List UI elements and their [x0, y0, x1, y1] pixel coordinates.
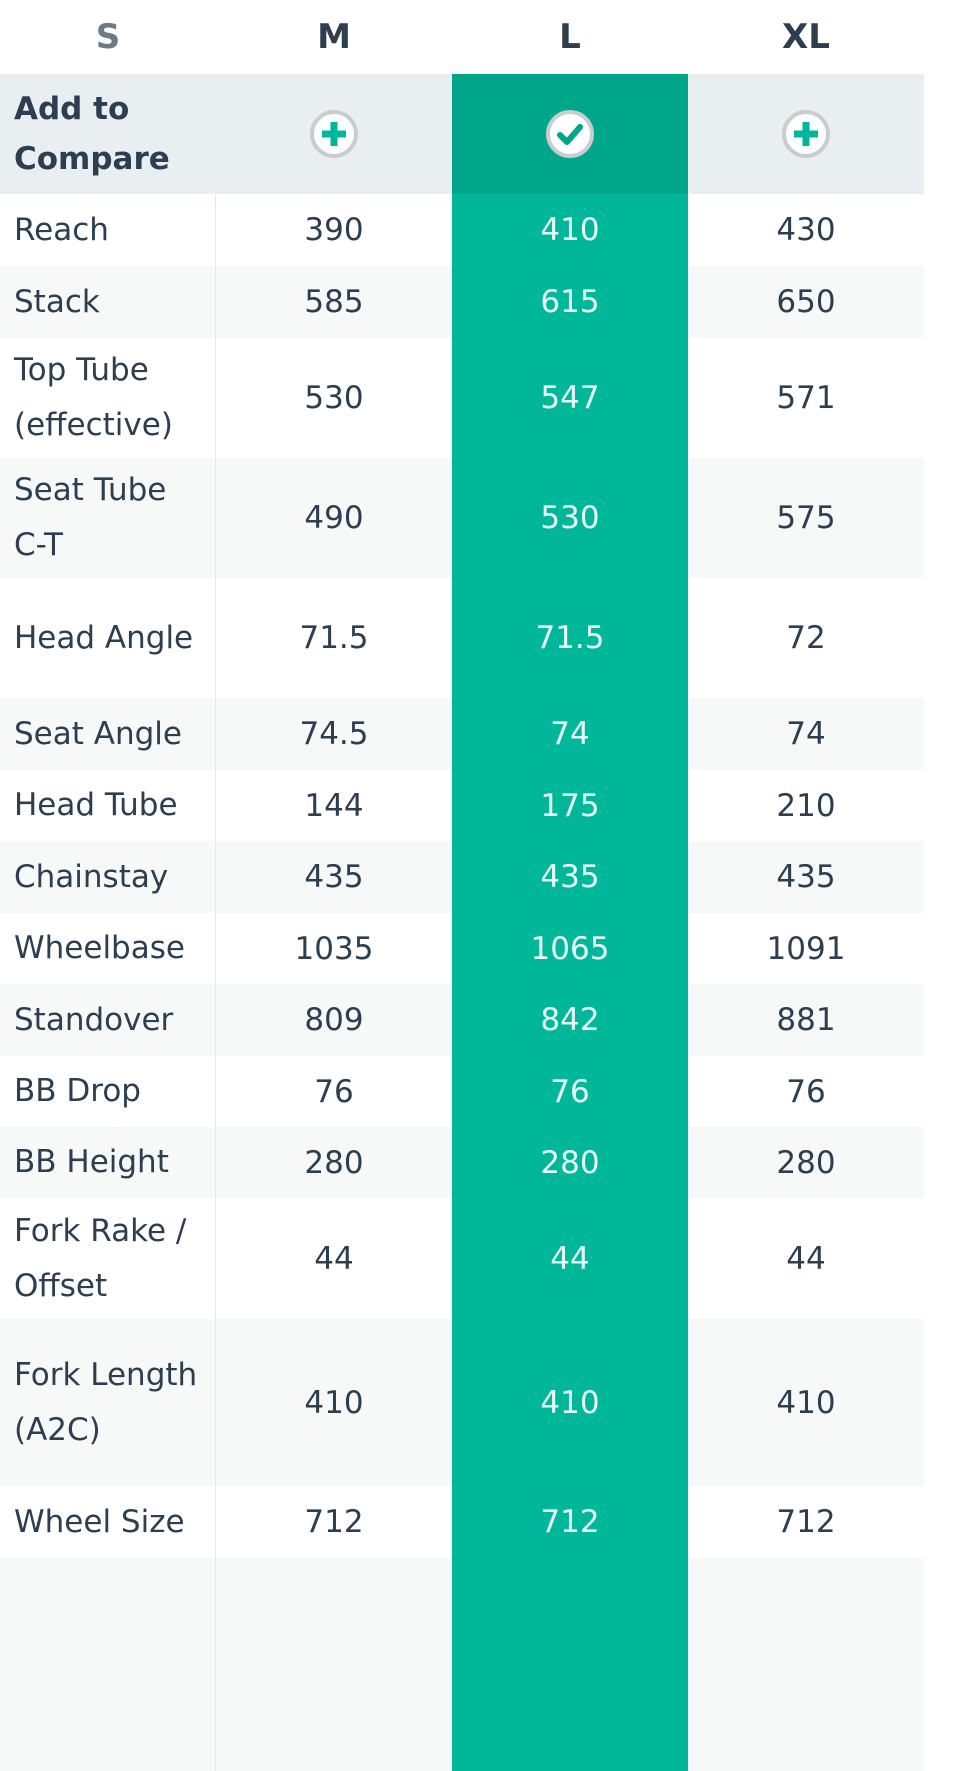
- spec-row: Head Tube 144 175 210: [0, 770, 924, 841]
- spec-label: Fork Rake / Offset: [0, 1198, 216, 1319]
- size-label[interactable]: XL: [782, 17, 830, 57]
- spec-value: 1065: [452, 913, 688, 984]
- filler-row: [0, 1558, 924, 1771]
- spec-label: Seat Angle: [0, 698, 216, 770]
- spec-value: 1035: [294, 930, 374, 967]
- spec-row: Stack 585 615 650: [0, 266, 924, 338]
- spec-value: 410: [452, 194, 688, 266]
- spec-label: Head Tube: [0, 770, 216, 841]
- spec-value: 430: [776, 212, 836, 248]
- spec-label: BB Drop: [0, 1056, 216, 1127]
- spec-row: Head Angle 71.5 71.5 72: [0, 578, 924, 698]
- compare-label: Add to Compare: [14, 91, 170, 177]
- spec-row: Fork Length (A2C) 410 410 410: [0, 1319, 924, 1486]
- spec-value: 435: [776, 859, 836, 895]
- spec-value: 44: [452, 1198, 688, 1319]
- spec-value: 410: [776, 1384, 836, 1421]
- spec-label: Top Tube (effective): [0, 338, 216, 458]
- compare-cell: [452, 74, 688, 194]
- spec-value: 74.5: [299, 716, 369, 752]
- spec-label: Standover: [0, 984, 216, 1056]
- spec-row: Seat Tube C-T 490 530 575: [0, 458, 924, 578]
- spec-label: Head Angle: [0, 578, 216, 698]
- spec-value: 210: [776, 787, 836, 824]
- spec-value: 530: [304, 380, 364, 416]
- size-label[interactable]: S: [95, 16, 121, 57]
- compare-add[interactable]: [781, 109, 831, 159]
- spec-value: 435: [304, 859, 364, 895]
- spec-value: 76: [314, 1073, 354, 1110]
- spec-value: 74: [452, 698, 688, 770]
- spec-value: 144: [304, 787, 364, 824]
- spec-value: 435: [452, 841, 688, 913]
- spec-label: Wheel Size: [0, 1486, 216, 1558]
- spec-row: Seat Angle 74.5 74 74: [0, 698, 924, 770]
- spec-value: 76: [452, 1056, 688, 1127]
- spec-value: 72: [786, 620, 826, 656]
- spec-value: 490: [304, 500, 364, 536]
- spec-row: Wheelbase 1035 1065 1091: [0, 913, 924, 984]
- spec-row: Fork Rake / Offset 44 44 44: [0, 1198, 924, 1319]
- spec-label: Reach: [0, 194, 216, 266]
- filler-cell: [0, 1558, 216, 1771]
- size-label[interactable]: M: [317, 17, 351, 57]
- spec-value: 280: [304, 1144, 364, 1181]
- filler-cell: [216, 1558, 452, 1771]
- spec-value: 712: [776, 1504, 836, 1540]
- spec-value: 410: [304, 1384, 364, 1421]
- spec-value: 74: [786, 716, 826, 752]
- spec-value: 71.5: [299, 620, 369, 656]
- spec-label: Stack: [0, 266, 216, 338]
- compare-add[interactable]: [309, 109, 359, 159]
- spec-value: 615: [452, 266, 688, 338]
- spec-value: 712: [304, 1504, 364, 1540]
- spec-value: 44: [314, 1240, 354, 1277]
- spec-label: Fork Length (A2C): [0, 1319, 216, 1486]
- compare-cell: [216, 74, 452, 194]
- spec-value: 547: [452, 338, 688, 458]
- spec-value: 809: [304, 1002, 364, 1038]
- spec-value: 585: [304, 284, 364, 320]
- spec-label: Seat Tube C-T: [0, 458, 216, 578]
- compare-cell: [688, 74, 924, 194]
- spec-value: 44: [786, 1240, 826, 1277]
- compare-row: Add to Compare: [0, 74, 924, 194]
- size-label[interactable]: L: [452, 0, 688, 74]
- filler-cell: [688, 1558, 924, 1771]
- spec-label: Wheelbase: [0, 913, 216, 984]
- spec-value: 280: [776, 1144, 836, 1181]
- spec-value: 390: [304, 212, 364, 248]
- spec-value: 76: [786, 1073, 826, 1110]
- spec-row: BB Height 280 280 280: [0, 1127, 924, 1198]
- spec-row: Standover 809 842 881: [0, 984, 924, 1056]
- spec-value: 571: [776, 380, 836, 416]
- spec-value: 712: [452, 1486, 688, 1558]
- spec-value: 650: [776, 284, 836, 320]
- spec-row: Top Tube (effective) 530 547 571: [0, 338, 924, 458]
- spec-value: 881: [776, 1002, 836, 1038]
- filler-cell: [452, 1558, 688, 1771]
- spec-label: BB Height: [0, 1127, 216, 1198]
- spec-value: 530: [452, 458, 688, 578]
- spec-value: 1091: [766, 930, 846, 967]
- spec-row: Chainstay 435 435 435: [0, 841, 924, 913]
- spec-value: 410: [452, 1319, 688, 1486]
- spec-label: Chainstay: [0, 841, 216, 913]
- size-header: S M L XL: [0, 0, 924, 74]
- compare-check[interactable]: [545, 109, 595, 159]
- spec-row: Wheel Size 712 712 712: [0, 1486, 924, 1558]
- spec-value: 175: [452, 770, 688, 841]
- spec-value: 280: [452, 1127, 688, 1198]
- spec-row: BB Drop 76 76 76: [0, 1056, 924, 1127]
- spec-row: Reach 390 410 430: [0, 194, 924, 266]
- spec-value: 575: [776, 500, 836, 536]
- spec-value: 71.5: [452, 578, 688, 698]
- spec-value: 842: [452, 984, 688, 1056]
